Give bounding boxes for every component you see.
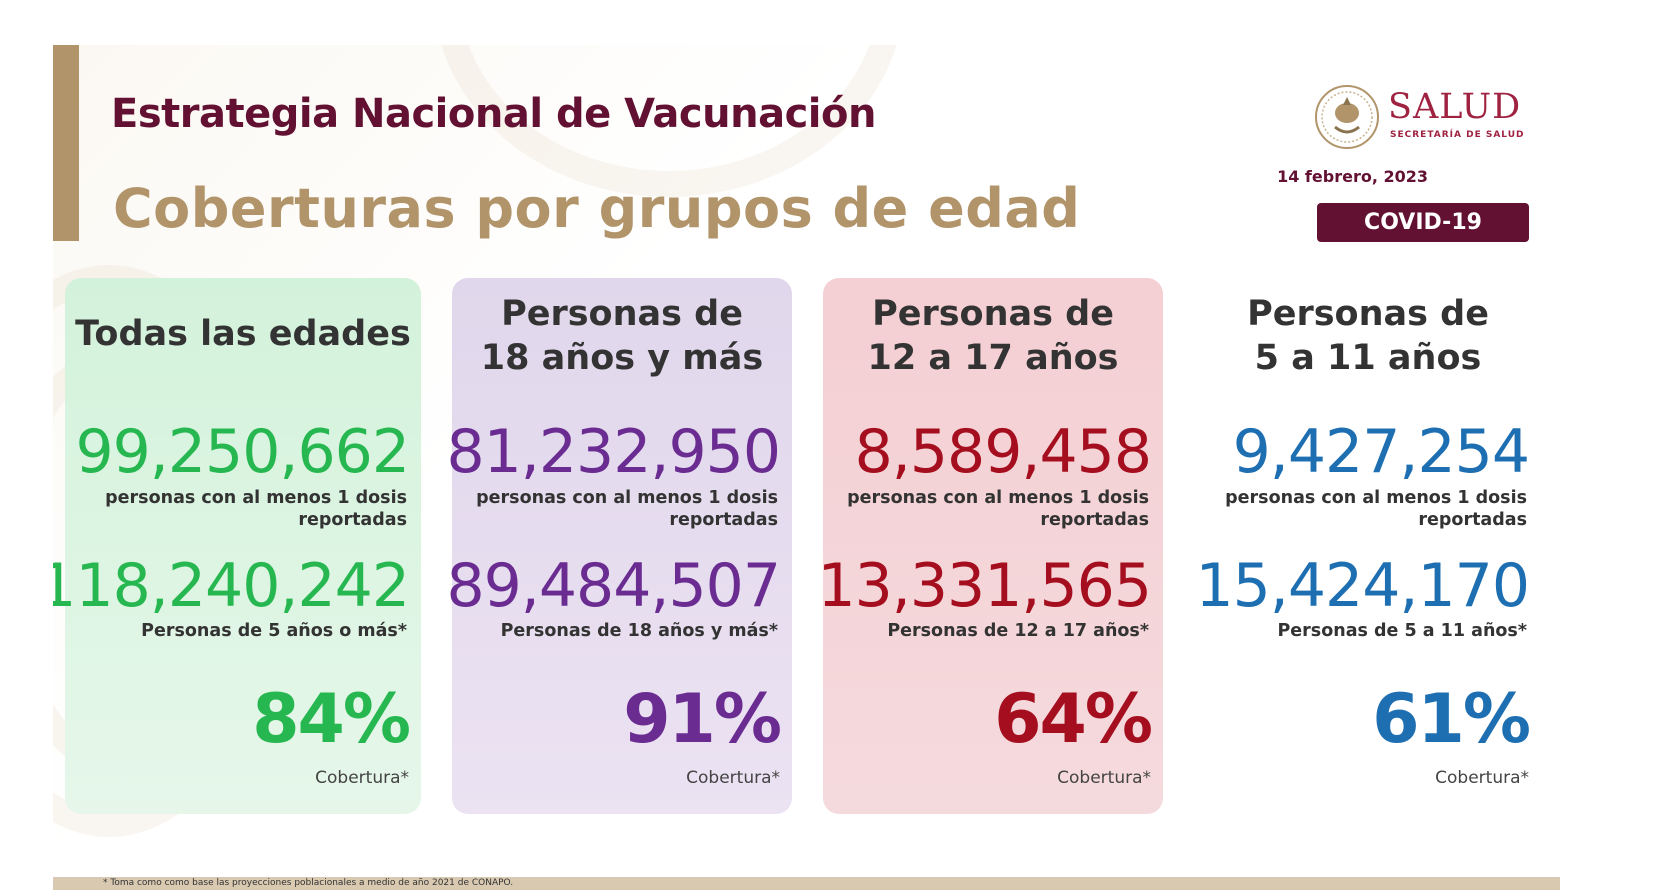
card-all-ages: Todas las edades 99,250,662 personas con… <box>53 278 421 814</box>
population-count: 15,424,170 <box>1195 551 1530 621</box>
vaccinated-count: 99,250,662 <box>75 417 410 487</box>
logo-name: SALUD <box>1388 87 1522 127</box>
coverage-label: Cobertura* <box>1057 768 1151 788</box>
footer-bar: * Toma como como base las proyecciones p… <box>53 877 1560 890</box>
population-count: 89,484,507 <box>446 551 781 621</box>
page-title: Estrategia Nacional de Vacunación <box>111 91 876 137</box>
coverage-label: Cobertura* <box>686 768 780 788</box>
vaccinated-label: personas con al menos 1 dosis reportadas <box>847 488 1149 530</box>
coverage-percent: 84% <box>252 680 411 759</box>
card-title: Personas de 18 años y más <box>480 294 764 378</box>
population-count: 118,240,242 <box>53 551 410 621</box>
vaccinated-count: 8,589,458 <box>854 417 1152 487</box>
vaccinated-label: personas con al menos 1 dosis reportadas <box>105 488 407 530</box>
coverage-percent: 91% <box>623 680 782 759</box>
logo-subtitle: SECRETARÍA DE SALUD <box>1390 130 1525 140</box>
card-title: Personas de 12 a 17 años <box>867 294 1119 378</box>
vaccinated-count: 9,427,254 <box>1232 417 1530 487</box>
card-5-11: Personas de 5 a 11 años 9,427,254 person… <box>1195 278 1541 814</box>
salud-logo: SALUD SECRETARÍA DE SALUD <box>1313 83 1525 159</box>
card-18-plus: Personas de 18 años y más 81,232,950 per… <box>446 278 792 814</box>
population-label: Personas de 12 a 17 años* <box>887 621 1149 641</box>
card-12-17: Personas de 12 a 17 años 8,589,458 perso… <box>817 278 1163 814</box>
mexico-coat-of-arms-icon <box>1315 85 1379 149</box>
vaccinated-count: 81,232,950 <box>446 417 781 487</box>
page-subtitle: Coberturas por grupos de edad <box>113 177 1081 240</box>
report-date: 14 febrero, 2023 <box>1277 167 1428 186</box>
coverage-label: Cobertura* <box>315 768 409 788</box>
population-count: 13,331,565 <box>817 551 1152 621</box>
vaccinated-label: personas con al menos 1 dosis reportadas <box>476 488 778 530</box>
footnote: * Toma como como base las proyecciones p… <box>103 878 514 888</box>
population-label: Personas de 5 años o más* <box>141 621 407 641</box>
coverage-percent: 64% <box>994 680 1153 759</box>
card-title: Personas de 5 a 11 años <box>1247 294 1489 378</box>
vaccinated-label: personas con al menos 1 dosis reportadas <box>1225 488 1527 530</box>
card-title: Todas las edades <box>75 314 411 354</box>
coverage-percent: 61% <box>1372 680 1531 759</box>
population-label: Personas de 5 a 11 años* <box>1277 621 1527 641</box>
accent-bar <box>53 45 79 241</box>
covid-badge: COVID-19 <box>1317 203 1529 242</box>
population-label: Personas de 18 años y más* <box>500 621 778 641</box>
slide: Estrategia Nacional de Vacunación Cobert… <box>53 45 1560 890</box>
coverage-label: Cobertura* <box>1435 768 1529 788</box>
